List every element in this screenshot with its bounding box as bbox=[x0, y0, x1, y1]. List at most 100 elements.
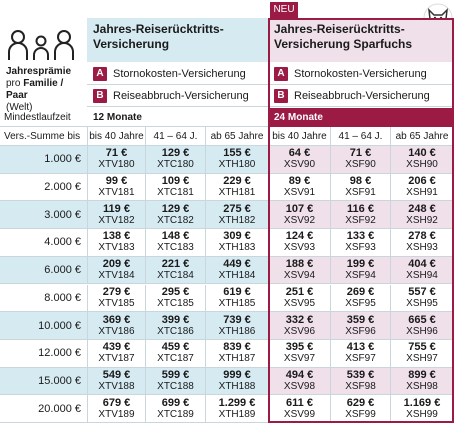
min-term-label: Mindestlaufzeit bbox=[0, 108, 87, 127]
price-cell: 209 € XTV184 bbox=[87, 256, 145, 285]
price: 332 € bbox=[285, 313, 314, 326]
tariff-code: XSF97 bbox=[345, 353, 376, 365]
price-cell: 999 € XTH188 bbox=[205, 367, 268, 396]
price: 129 € bbox=[161, 147, 190, 160]
price-cell: 107 € XSV92 bbox=[268, 201, 330, 230]
min-term-value: 24 Monate bbox=[268, 108, 453, 127]
price: 449 € bbox=[223, 258, 251, 271]
price: 459 € bbox=[161, 341, 190, 354]
price: 1.169 € bbox=[403, 396, 441, 409]
price: 116 € bbox=[347, 202, 374, 215]
tariff-code: XSH98 bbox=[406, 380, 438, 392]
sum-cell: 2.000 € bbox=[0, 174, 87, 202]
tariff-code: XTV183 bbox=[98, 242, 135, 254]
price-cell: 206 € XSH91 bbox=[390, 173, 453, 202]
price-cell: 148 € XTC183 bbox=[145, 229, 205, 257]
new-badge: NEU bbox=[270, 2, 298, 18]
price-cell: 278 € XSH93 bbox=[390, 229, 453, 257]
price: 899 € bbox=[408, 368, 436, 381]
tariff-code: XSH92 bbox=[406, 214, 438, 226]
price-cell: 359 € XSF96 bbox=[330, 312, 390, 340]
tariff-code: XTC187 bbox=[157, 353, 194, 365]
price: 206 € bbox=[408, 175, 436, 188]
price-cell: 119 € XTV182 bbox=[87, 201, 145, 230]
price: 494 € bbox=[285, 368, 314, 381]
tariff-code: XSF99 bbox=[345, 408, 376, 420]
tariff-code: XTV180 bbox=[98, 159, 135, 171]
price-cell: 699 € XTC189 bbox=[145, 395, 205, 423]
product-title: Jahres-Reiserücktritts- bbox=[274, 22, 405, 36]
price: 155 € bbox=[223, 147, 251, 160]
price: 999 € bbox=[223, 368, 251, 381]
price-cell: 155 € XTH180 bbox=[205, 146, 268, 174]
price: 755 € bbox=[408, 341, 436, 354]
product-title: Versicherung bbox=[93, 37, 170, 51]
price-cell: 129 € XTC180 bbox=[145, 146, 205, 174]
price-cell: 557 € XSH95 bbox=[390, 284, 453, 313]
product-header: Jahres-Reiserücktritts- Versicherung Spar… bbox=[268, 18, 453, 62]
product-header: Jahres-Reiserücktritts- Versicherung bbox=[87, 18, 268, 62]
price: 413 € bbox=[346, 341, 375, 354]
price-cell: 332 € XSV96 bbox=[268, 312, 330, 340]
price-cell: 99 € XTV181 bbox=[87, 173, 145, 202]
price-cell: 251 € XSV95 bbox=[268, 284, 330, 313]
price: 188 € bbox=[285, 258, 314, 271]
price-cell: 413 € XSF97 bbox=[330, 339, 390, 368]
tariff-code: XTV186 bbox=[98, 325, 135, 337]
price: 295 € bbox=[161, 285, 190, 298]
price: 549 € bbox=[102, 368, 131, 381]
price-cell: 109 € XTC181 bbox=[145, 173, 205, 202]
tariff-code: XSF94 bbox=[345, 270, 376, 282]
price-cell: 188 € XSV94 bbox=[268, 256, 330, 285]
tariff-code: XTH186 bbox=[218, 325, 256, 337]
tariff-code: XTV182 bbox=[98, 214, 135, 226]
tariff-code: XTV188 bbox=[98, 380, 135, 392]
price-cell: 539 € XSF98 bbox=[330, 367, 390, 396]
tariff-code: XSV92 bbox=[283, 214, 316, 226]
price: 278 € bbox=[408, 230, 436, 243]
price: 275 € bbox=[223, 202, 251, 215]
coverage-letter: B bbox=[93, 89, 107, 103]
price: 1.299 € bbox=[218, 396, 256, 409]
price: 251 € bbox=[285, 285, 314, 298]
price-cell: 129 € XTC182 bbox=[145, 201, 205, 230]
price: 439 € bbox=[102, 341, 131, 354]
price-cell: 89 € XSV91 bbox=[268, 173, 330, 202]
sum-cell: 8.000 € bbox=[0, 285, 87, 313]
price-cell: 404 € XSH94 bbox=[390, 256, 453, 285]
price: 199 € bbox=[346, 258, 375, 271]
tariff-code: XSF91 bbox=[345, 187, 376, 199]
sum-cell: 6.000 € bbox=[0, 256, 87, 285]
price: 395 € bbox=[285, 341, 314, 354]
tariff-code: XSV93 bbox=[283, 242, 316, 254]
age-header: bis 40 Jahre bbox=[268, 127, 330, 146]
price-cell: 64 € XSV90 bbox=[268, 146, 330, 174]
price: 140 € bbox=[408, 147, 436, 160]
label-bold: Jahresprämie bbox=[6, 66, 72, 77]
price-cell: 399 € XTC186 bbox=[145, 312, 205, 340]
coverage-row: B Reiseabbruch-Versicherung bbox=[87, 86, 268, 107]
tariff-code: XSF96 bbox=[345, 325, 376, 337]
price-cell: 599 € XTC188 bbox=[145, 367, 205, 396]
family-icon bbox=[8, 30, 74, 60]
tariff-code: XTH181 bbox=[218, 187, 256, 199]
price: 119 € bbox=[103, 202, 130, 215]
age-header: 41 – 64 J. bbox=[145, 127, 205, 146]
tariff-code: XTC184 bbox=[157, 270, 194, 282]
price-cell: 295 € XTC185 bbox=[145, 284, 205, 313]
price-cell: 679 € XTV189 bbox=[87, 395, 145, 423]
price-cell: 138 € XTV183 bbox=[87, 229, 145, 257]
price: 71 € bbox=[105, 147, 128, 160]
price-cell: 439 € XTV187 bbox=[87, 339, 145, 368]
tariff-code: XTH185 bbox=[218, 297, 256, 309]
tariff-code: XTC188 bbox=[157, 380, 194, 392]
tariff-code: XTV184 bbox=[98, 270, 135, 282]
coverage-letter: A bbox=[274, 67, 288, 81]
price-cell: 839 € XTH187 bbox=[205, 339, 268, 368]
price: 138 € bbox=[102, 230, 131, 243]
price-cell: 755 € XSH97 bbox=[390, 339, 453, 368]
price-cell: 269 € XSF95 bbox=[330, 284, 390, 313]
price: 129 € bbox=[161, 202, 190, 215]
tariff-code: XTC181 bbox=[157, 187, 194, 199]
